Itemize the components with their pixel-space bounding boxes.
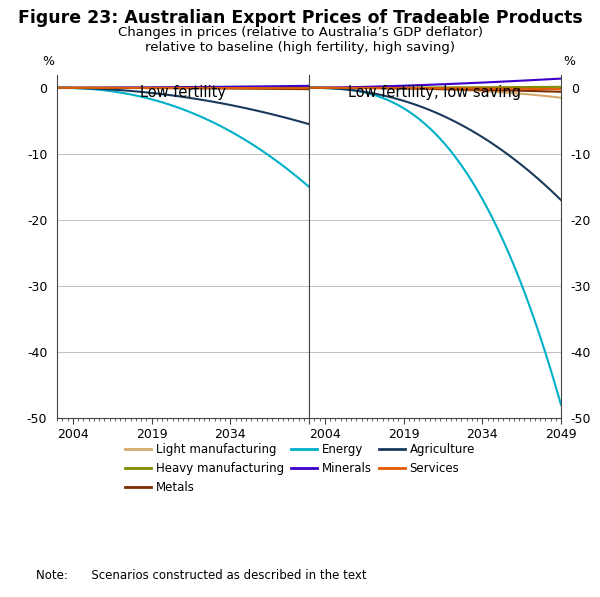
Text: Changes in prices (relative to Australia’s GDP deflator): Changes in prices (relative to Australia… <box>118 26 482 39</box>
Text: %: % <box>563 55 575 68</box>
Text: Figure 23: Australian Export Prices of Tradeable Products: Figure 23: Australian Export Prices of T… <box>17 9 583 27</box>
Text: %: % <box>43 55 55 68</box>
Text: Low fertility: Low fertility <box>140 85 226 100</box>
Text: Low fertility, low saving: Low fertility, low saving <box>349 85 521 100</box>
Text: relative to baseline (high fertility, high saving): relative to baseline (high fertility, hi… <box>145 41 455 54</box>
Text: Note:  Scenarios constructed as described in the text: Note: Scenarios constructed as described… <box>36 569 367 582</box>
Legend: Light manufacturing, Heavy manufacturing, Metals, Energy, Minerals, Agriculture,: Light manufacturing, Heavy manufacturing… <box>121 438 479 498</box>
